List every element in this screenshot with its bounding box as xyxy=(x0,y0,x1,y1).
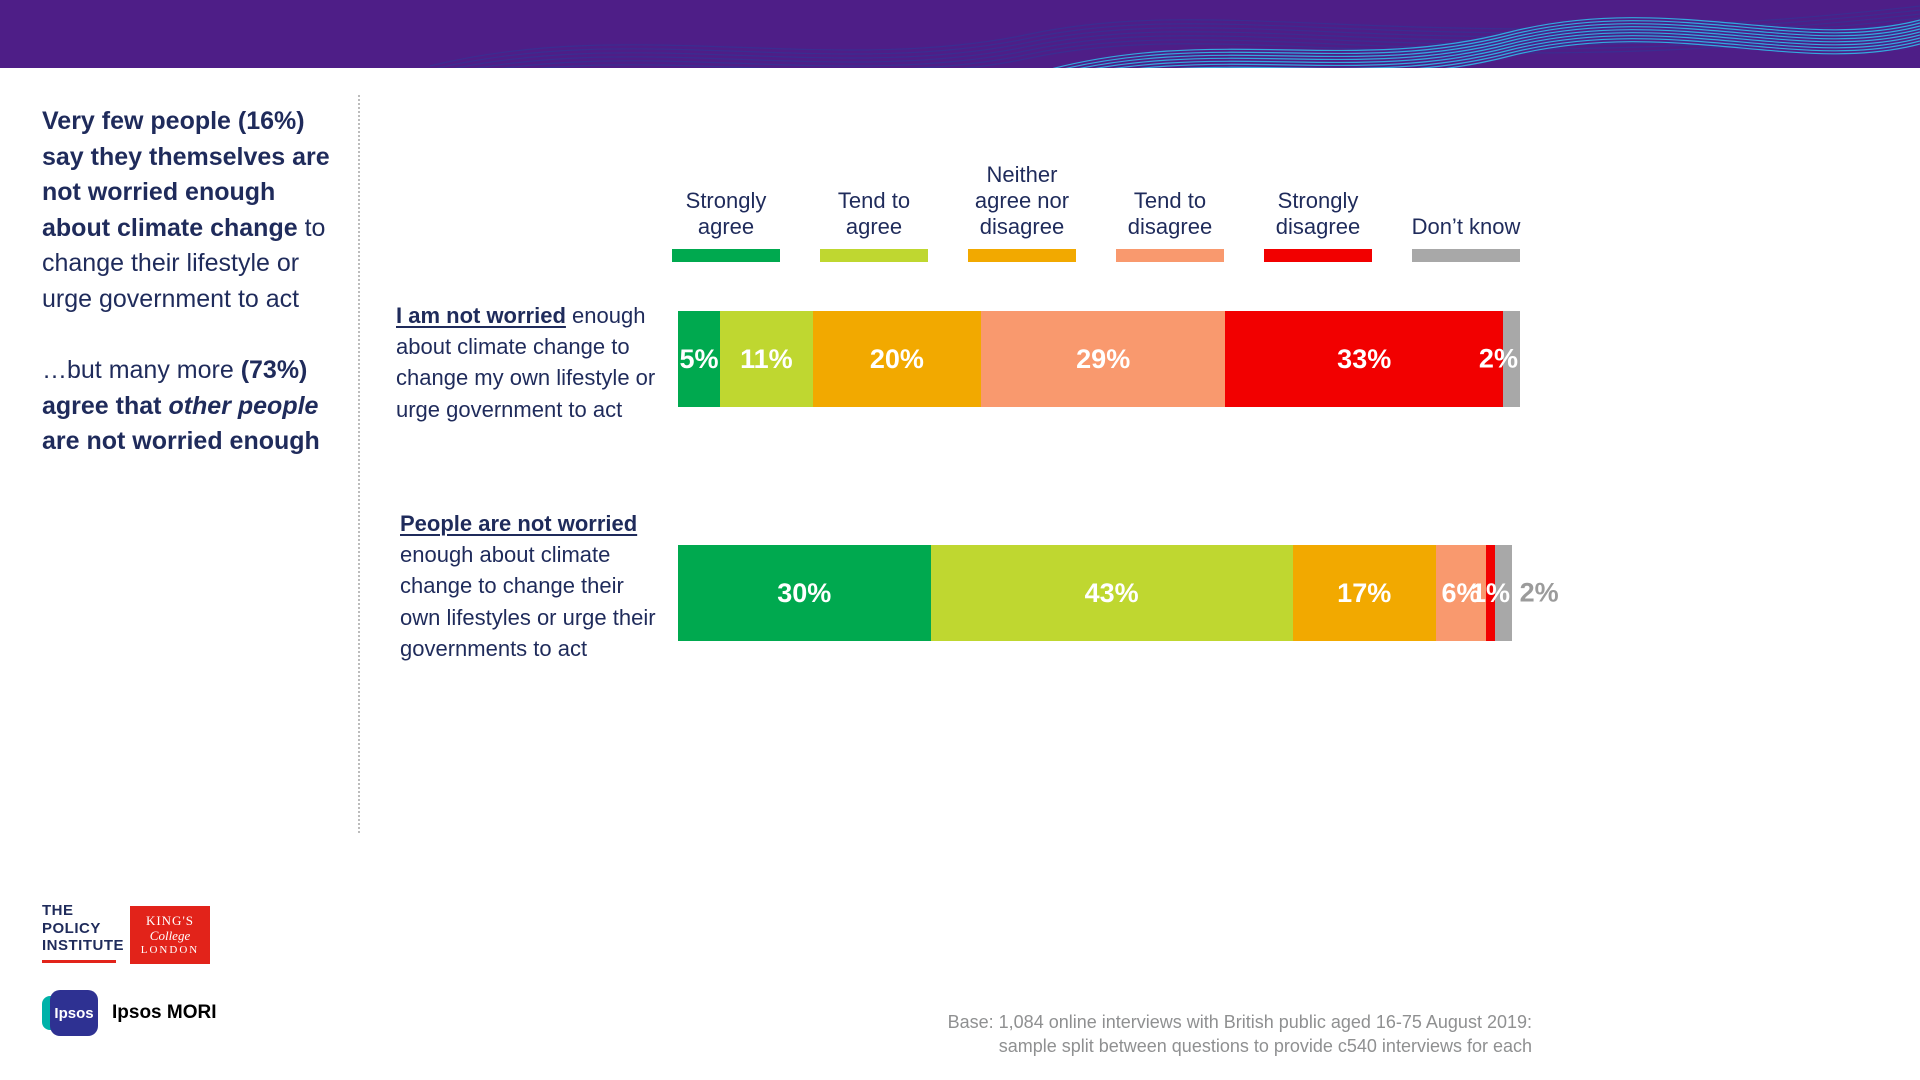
ipsos-blue-shape: Ipsos xyxy=(50,990,98,1036)
kcl-line1: KING'S xyxy=(145,912,195,928)
ipsos-mori-logo: Ipsos Ipsos MORI xyxy=(42,990,217,1036)
bar-value-label: 20% xyxy=(869,343,924,374)
legend-item: Tend to agree xyxy=(808,188,940,262)
kings-college-london-logo: KING'S College LONDON xyxy=(130,906,210,964)
bar-segment-strongly-agree: 5% xyxy=(678,311,721,407)
headline-p2-bold: (73%) agree that xyxy=(42,356,308,420)
base-note: Base: 1,084 online interviews with Briti… xyxy=(900,1010,1532,1059)
stacked-bar-self: 5% 11% 20% 29% 33% 2% xyxy=(678,311,1520,407)
banner-wave-decoration xyxy=(429,5,1920,68)
headline-p1-bold: Very few people (16%) say they themselve… xyxy=(42,107,330,242)
legend-label: Tend to agree xyxy=(837,188,911,240)
legend-label: Neither agree nor disagree xyxy=(974,162,1070,240)
base-note-line1: Base: 1,084 online interviews with Briti… xyxy=(947,1012,1532,1032)
bar-segment-tend-to-disagree: 6% xyxy=(1435,545,1487,641)
stacked-bar-others: 30% 43% 17% 6% 1% 2% xyxy=(678,545,1559,641)
legend-label: Strongly disagree xyxy=(1275,188,1361,240)
bar-segment-tend-to-agree: 43% xyxy=(930,545,1293,641)
top-banner xyxy=(0,0,1920,68)
legend-swatch xyxy=(1116,249,1224,262)
kcl-line2: College xyxy=(149,928,191,944)
headline-p2-bold-2: are not worried enough xyxy=(42,427,320,455)
bar-value-label: 5% xyxy=(679,343,719,374)
headline-p2-bold-italic: other people xyxy=(168,391,319,420)
bar-value-label: 1% xyxy=(1470,577,1510,608)
bar-value-label: 30% xyxy=(777,577,832,608)
legend-label: Tend to disagree xyxy=(1127,188,1213,240)
bar-value-label: 6% xyxy=(1441,577,1481,608)
kcl-line3: LONDON xyxy=(140,944,200,956)
bar-value-label: 17% xyxy=(1337,577,1392,608)
bar-segment-neither-agree-nor-disagree: 20% xyxy=(812,311,982,407)
ipsos-logo-icon: Ipsos xyxy=(42,990,98,1036)
legend-swatch xyxy=(968,249,1076,262)
legend-swatch xyxy=(820,249,928,262)
legend-item: Strongly disagree xyxy=(1252,188,1384,262)
bar-segment-strongly-agree: 30% xyxy=(678,545,931,641)
bar-segment-tend-to-agree: 11% xyxy=(720,311,813,407)
chart-legend: Strongly agree Tend to agree Neither agree… xyxy=(660,146,1532,262)
bar-segment-tend-to-disagree: 29% xyxy=(981,311,1226,407)
legend-label: Don’t know xyxy=(1411,214,1521,240)
policy-institute-red-underline xyxy=(42,960,116,964)
legend-swatch xyxy=(672,249,780,262)
bar-label-others-lead: People are not worried xyxy=(400,511,638,536)
legend-item: Neither agree nor disagree xyxy=(956,162,1088,262)
bar-value-label: 29% xyxy=(1076,343,1131,374)
headline-paragraph-1: Very few people (16%) say they themselve… xyxy=(42,104,342,317)
base-note-line2: sample split between questions to provid… xyxy=(998,1036,1532,1057)
vertical-dotted-divider xyxy=(358,95,360,833)
headline-paragraph-2: …but many more (73%) agree that other pe… xyxy=(42,353,342,460)
legend-item: Tend to disagree xyxy=(1104,188,1236,262)
bar-value-label: 11% xyxy=(740,343,793,374)
bar-segment-don-t-know: 2% xyxy=(1479,311,1520,407)
bar-value-label: 2% xyxy=(1519,577,1559,608)
bar-segment-don-t-know xyxy=(1494,545,1512,641)
headline-text-block: Very few people (16%) say they themselve… xyxy=(42,104,342,460)
bar-segment-strongly-disagree: 33% xyxy=(1225,311,1504,407)
bar-segment-neither-agree-nor-disagree: 17% xyxy=(1292,545,1436,641)
bar-label-self-rest: enough about climate change to change my… xyxy=(396,303,656,422)
bar-label-others-rest: enough about climate change to change th… xyxy=(400,542,656,661)
headline-p1-regular: to change their lifestyle or urge govern… xyxy=(42,213,326,313)
bar-value-label: 33% xyxy=(1337,343,1392,374)
policy-institute-logo: THE POLICY INSTITUTE xyxy=(42,902,124,964)
bar-value-label: 43% xyxy=(1084,577,1139,608)
bar-value-label: 2% xyxy=(1478,343,1518,374)
bar-label-self: I am not worried enough about climate ch… xyxy=(396,300,666,425)
ipsos-mori-label: Ipsos MORI xyxy=(112,1002,217,1023)
legend-item: Don’t know xyxy=(1400,214,1532,262)
policy-institute-line3: INSTITUTE xyxy=(42,937,124,955)
legend-swatch xyxy=(1264,249,1372,262)
legend-item: Strongly agree xyxy=(660,188,792,262)
policy-institute-line1: THE xyxy=(42,902,74,919)
headline-p2-regular: …but many more xyxy=(42,356,241,384)
legend-swatch xyxy=(1412,249,1520,262)
policy-institute-line2: POLICY xyxy=(42,919,101,937)
bar-label-self-lead: I am not worried xyxy=(396,303,566,328)
legend-label: Strongly agree xyxy=(685,188,767,240)
bar-segment-strongly-disagree: 1% xyxy=(1471,545,1510,641)
bar-label-others: People are not worried enough about clim… xyxy=(400,508,670,664)
